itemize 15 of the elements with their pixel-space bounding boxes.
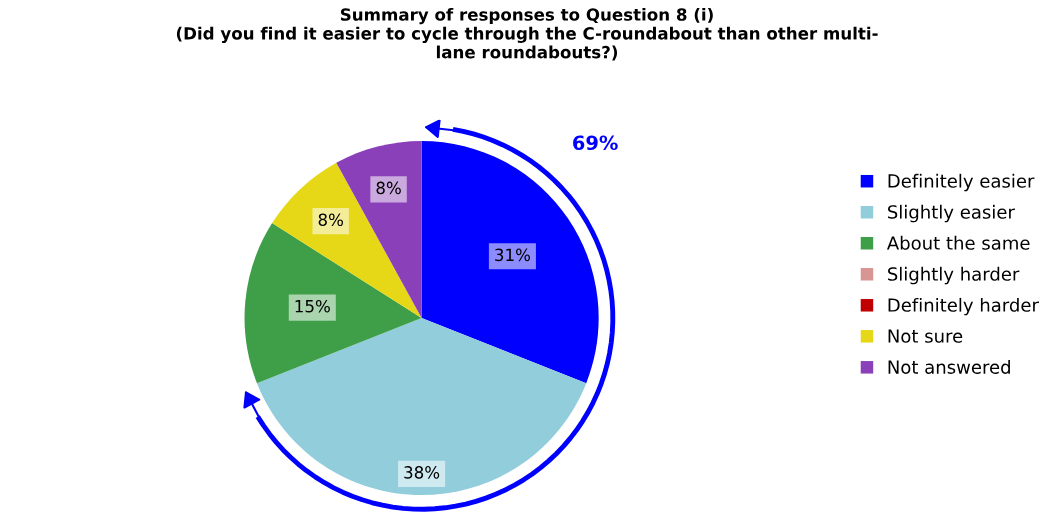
legend-label: Not answered: [888, 359, 1010, 374]
data-label: 15%: [295, 299, 330, 313]
legend-label: About the same: [886, 235, 1030, 250]
legend-label: Slightly harder: [888, 266, 1020, 285]
text: 69%: [573, 135, 618, 151]
data-label: 31%: [495, 248, 530, 262]
chart-title: Summary of responses to Question 8 (i) (Did you find it easier to cycle through the C-roundabout than other multi- lane roundabouts?): [176, 7, 878, 61]
data-label: 8%: [318, 213, 343, 227]
pie-slice: [256, 318, 587, 496]
legend-label: Not sure: [888, 329, 963, 343]
data-label: 8%: [376, 181, 401, 195]
legend-label: Slightly easier: [888, 204, 1015, 223]
legend-label: Definitely easier: [888, 173, 1035, 192]
legend-label: Definitely harder: [888, 297, 1039, 316]
data-label: 38%: [404, 466, 440, 479]
